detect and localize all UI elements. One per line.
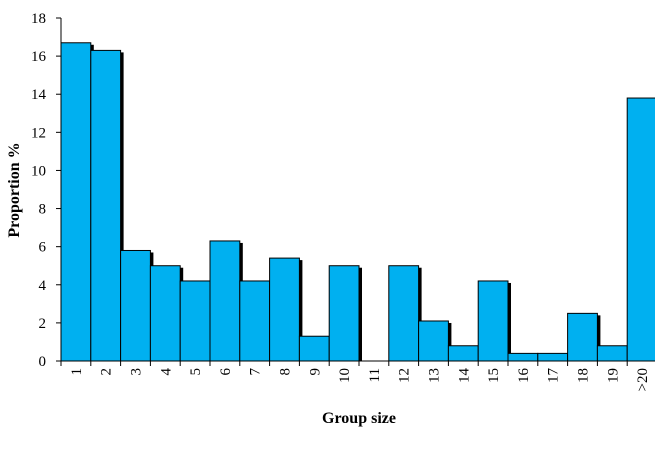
y-tick-label: 8 — [39, 202, 47, 218]
bars-layer — [60, 42, 655, 362]
bar-20 — [626, 97, 655, 362]
y-tick-label: 18 — [31, 11, 46, 27]
x-tick-label-5: 5 — [188, 368, 204, 376]
x-tick-label-15: 15 — [486, 368, 502, 383]
x-tick-label-4: 4 — [158, 368, 174, 376]
x-tick-label-18: 18 — [576, 368, 592, 383]
y-tick-label: 12 — [31, 125, 46, 141]
bar-6 — [209, 240, 241, 362]
x-tick-label-9: 9 — [307, 368, 323, 376]
bar-8 — [269, 257, 300, 362]
bar-9 — [298, 335, 330, 362]
bar-13 — [418, 320, 449, 362]
bar-7 — [239, 280, 271, 362]
bar-4 — [149, 265, 181, 362]
bar-5 — [179, 280, 211, 362]
y-tick-label: 6 — [39, 240, 47, 256]
x-ticks-layer: 1 2 3 4 5 6 7 8 9 10 11 12 13 14 15 16 17 18 19 >20 — [60, 361, 651, 391]
y-tick-label: 14 — [31, 87, 47, 103]
x-tick-label-17: 17 — [546, 368, 562, 384]
bar-2 — [90, 49, 122, 362]
x-tick-label-13: 13 — [427, 368, 443, 383]
x-tick-label-10: 10 — [337, 368, 353, 383]
bar-18 — [567, 312, 598, 362]
x-tick-label-11: 11 — [367, 368, 383, 382]
x-tick-label-8: 8 — [278, 368, 294, 376]
x-tick-label-1: 1 — [69, 368, 85, 376]
bar-3 — [120, 249, 151, 362]
x-tick-label-14: 14 — [456, 368, 472, 384]
y-tick-label: 2 — [39, 316, 47, 332]
bar-17 — [537, 352, 569, 362]
y-tick-label: 16 — [31, 49, 47, 65]
bar-10 — [328, 265, 360, 362]
bar-14 — [447, 345, 479, 362]
x-tick-label-16: 16 — [516, 368, 532, 384]
bar-15 — [477, 280, 509, 362]
bar-12 — [388, 265, 420, 362]
bar-19 — [596, 345, 628, 362]
x-tick-label-20: >20 — [635, 368, 651, 391]
y-ticks-layer: 0 2 4 6 8 10 12 14 16 18 — [31, 11, 61, 370]
x-axis-title: Group size — [322, 410, 396, 427]
y-tick-label: 4 — [39, 278, 47, 294]
x-tick-label-19: 19 — [605, 368, 621, 383]
y-tick-label: 0 — [39, 354, 47, 370]
x-tick-label-2: 2 — [99, 368, 115, 376]
x-tick-label-3: 3 — [129, 368, 145, 376]
y-axis-title: Proportion % — [6, 142, 23, 237]
x-tick-label-7: 7 — [248, 368, 264, 376]
bar-16 — [507, 352, 539, 362]
x-tick-label-12: 12 — [397, 368, 413, 383]
y-tick-label: 10 — [31, 163, 46, 179]
x-tick-label-6: 6 — [218, 368, 234, 376]
bar-1 — [60, 42, 92, 362]
